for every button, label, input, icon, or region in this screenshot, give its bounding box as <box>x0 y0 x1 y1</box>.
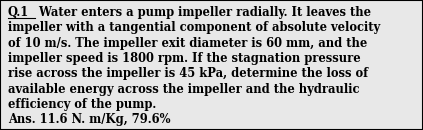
Text: Q.1: Q.1 <box>8 6 29 19</box>
Text: impeller speed is 1800 rpm. If the stagnation pressure: impeller speed is 1800 rpm. If the stagn… <box>8 52 360 65</box>
Text: available energy across the impeller and the hydraulic: available energy across the impeller and… <box>8 83 359 96</box>
Text: efficiency of the pump.: efficiency of the pump. <box>8 98 156 111</box>
Text: of 10 m/s. The impeller exit diameter is 60 mm, and the: of 10 m/s. The impeller exit diameter is… <box>8 37 367 50</box>
Text: Ans. 11.6 N. m/Kg, 79.6%: Ans. 11.6 N. m/Kg, 79.6% <box>8 113 170 126</box>
Text: rise across the impeller is 45 kPa, determine the loss of: rise across the impeller is 45 kPa, dete… <box>8 67 368 80</box>
Text: Water enters a pump impeller radially. It leaves the: Water enters a pump impeller radially. I… <box>35 6 371 19</box>
Text: impeller with a tangential component of absolute velocity: impeller with a tangential component of … <box>8 21 380 34</box>
